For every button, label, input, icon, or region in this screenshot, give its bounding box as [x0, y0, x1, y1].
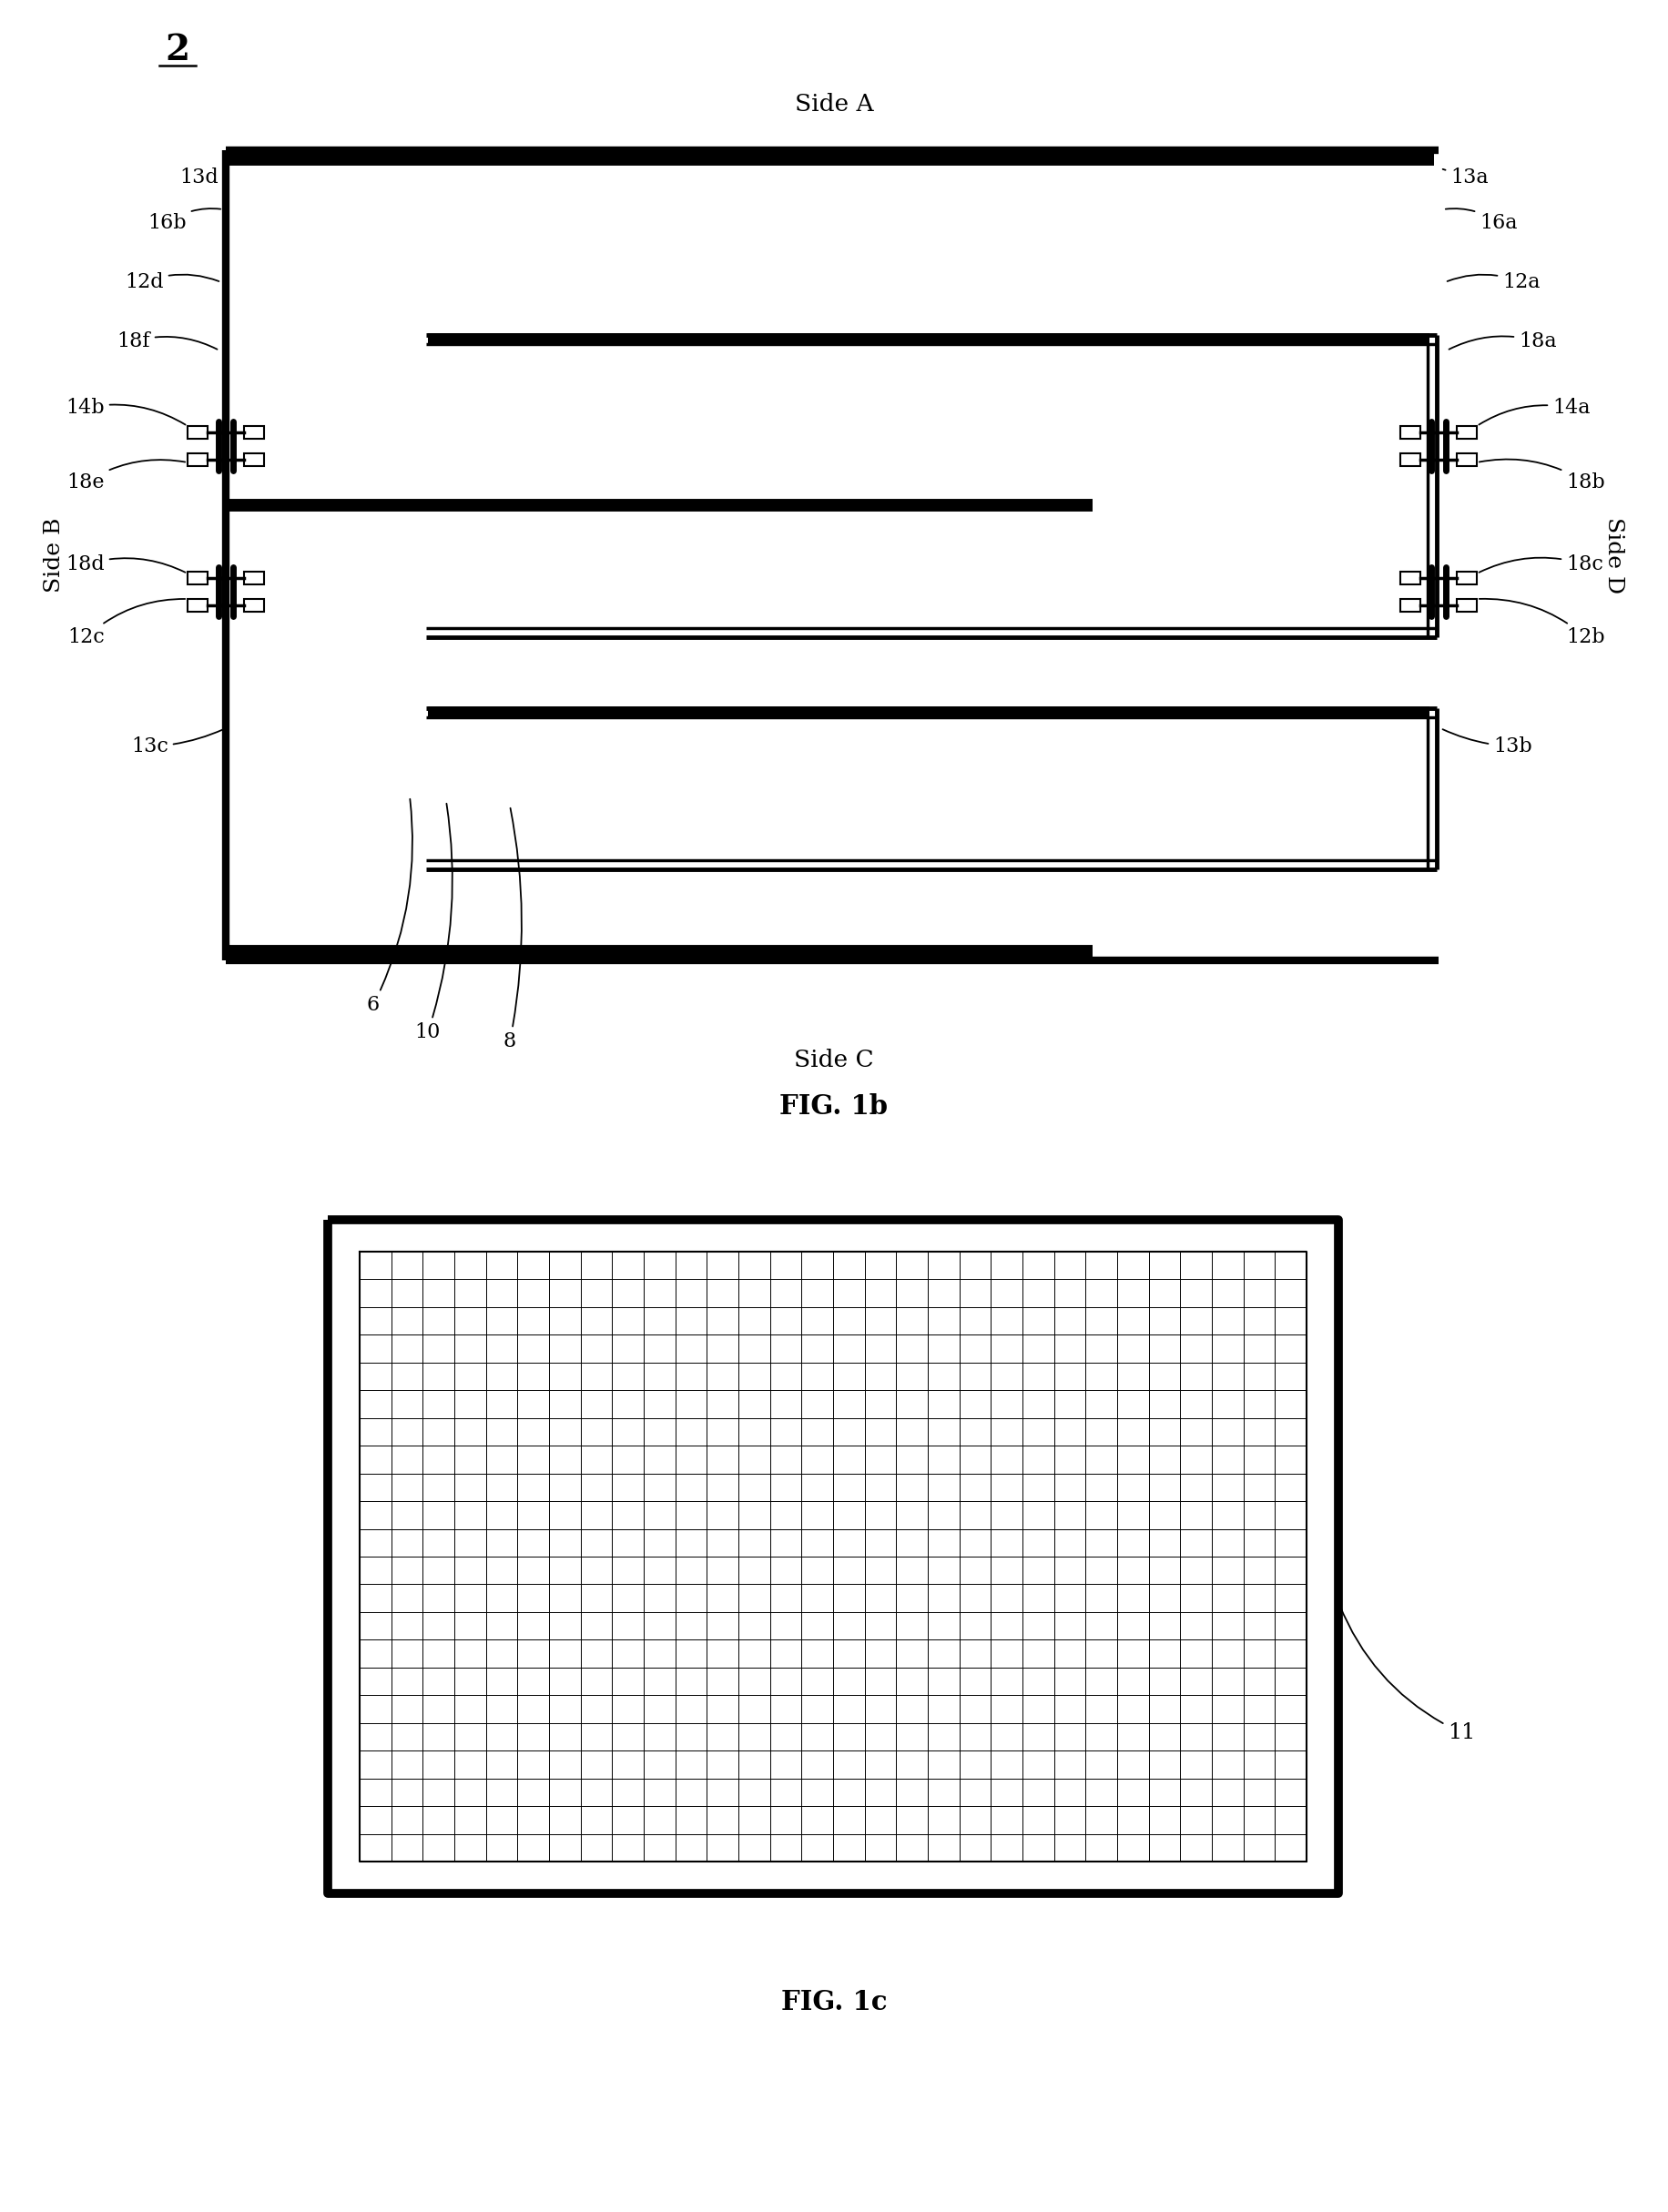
- Text: Side C: Side C: [794, 1048, 874, 1073]
- Text: 14b: 14b: [65, 398, 185, 425]
- Text: 14a: 14a: [1478, 398, 1590, 425]
- Text: Side B: Side B: [43, 518, 65, 593]
- Text: 13b: 13b: [1441, 730, 1531, 757]
- Text: FIG. 1c: FIG. 1c: [781, 1989, 887, 2015]
- Text: 12a: 12a: [1446, 272, 1540, 292]
- Text: 12c: 12c: [68, 599, 185, 648]
- Text: 18d: 18d: [65, 555, 185, 575]
- Text: 8: 8: [504, 807, 522, 1051]
- Text: 13d: 13d: [180, 168, 225, 188]
- Text: 13a: 13a: [1443, 168, 1488, 188]
- Text: 10: 10: [415, 803, 452, 1042]
- Text: 6: 6: [367, 799, 412, 1015]
- Text: 18a: 18a: [1448, 332, 1556, 352]
- Text: 2: 2: [165, 33, 190, 66]
- Text: 12d: 12d: [125, 272, 219, 292]
- Text: Side A: Side A: [794, 93, 872, 115]
- Text: 16a: 16a: [1444, 208, 1516, 232]
- Text: 13c: 13c: [132, 730, 224, 757]
- Text: 18f: 18f: [117, 332, 217, 352]
- Text: 18c: 18c: [1478, 555, 1603, 575]
- Text: Side D: Side D: [1603, 518, 1625, 593]
- Text: 18e: 18e: [67, 460, 185, 493]
- Text: 18b: 18b: [1478, 460, 1605, 493]
- Text: FIG. 1b: FIG. 1b: [779, 1093, 887, 1119]
- Text: 11: 11: [1339, 1604, 1475, 1743]
- Text: 16b: 16b: [148, 208, 220, 232]
- Text: 12b: 12b: [1478, 599, 1605, 648]
